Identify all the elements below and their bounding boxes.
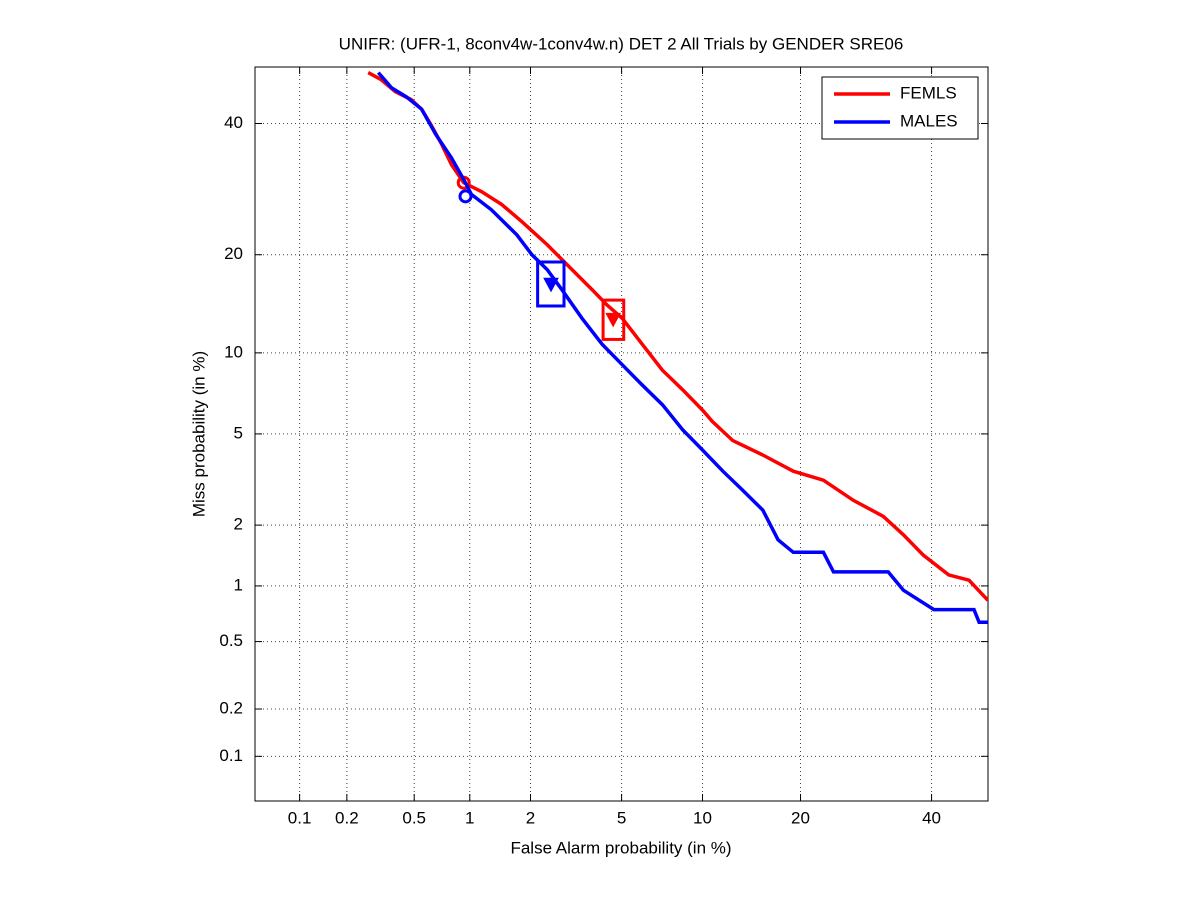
- chart-title: UNIFR: (UFR-1, 8conv4w-1conv4w.n) DET 2 …: [339, 34, 904, 53]
- y-tick-label: 2: [234, 515, 243, 534]
- x-tick-label: 2: [526, 808, 535, 827]
- legend: FEMLS MALES: [821, 76, 979, 140]
- legend-label: FEMLS: [900, 83, 957, 102]
- y-tick-label: 10: [224, 342, 243, 361]
- triangle-marker: [605, 312, 621, 328]
- y-axis-label: Miss probability (in %): [189, 351, 208, 517]
- y-tick-label: 1: [234, 575, 243, 594]
- plot-frame: [254, 66, 989, 802]
- x-tick-label: 1: [465, 808, 474, 827]
- x-tick-label: 0.5: [402, 808, 426, 827]
- y-tick-label: 0.5: [219, 631, 243, 650]
- x-tick-label: 40: [922, 808, 941, 827]
- legend-label: MALES: [900, 111, 958, 130]
- y-tick-label: 0.1: [219, 746, 243, 765]
- circle-marker: [458, 189, 473, 204]
- x-tick-label: 5: [617, 808, 626, 827]
- y-tick-label: 40: [224, 113, 243, 132]
- x-axis-label: False Alarm probability (in %): [510, 838, 731, 857]
- x-tick-label: 0.2: [335, 808, 359, 827]
- confidence-box: [601, 298, 626, 341]
- y-tick-label: 5: [234, 423, 243, 442]
- det-curve: [376, 71, 988, 625]
- x-tick-label: 20: [791, 808, 810, 827]
- legend-box: [821, 76, 979, 140]
- x-tick-label: 10: [693, 808, 712, 827]
- x-tick-label: 0.1: [288, 808, 312, 827]
- y-tick-label: 20: [224, 244, 243, 263]
- triangle-marker: [543, 277, 559, 293]
- y-tick-label: 0.2: [219, 699, 243, 718]
- confidence-box: [536, 260, 566, 308]
